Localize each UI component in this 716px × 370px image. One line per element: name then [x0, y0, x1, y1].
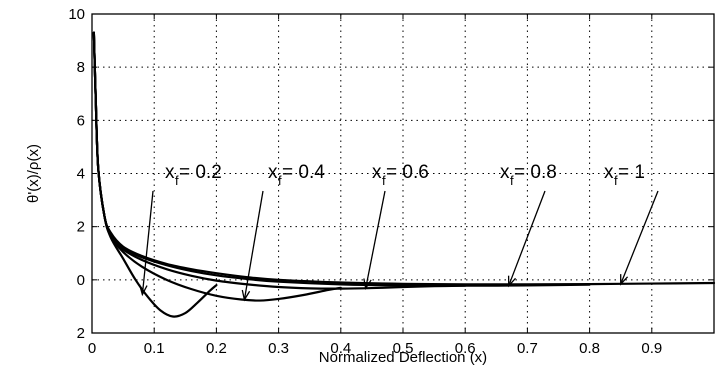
- annotation-label-value: = 1: [618, 162, 645, 183]
- grid: [92, 14, 714, 333]
- y-tick-label: 2: [77, 325, 85, 342]
- annotation-label-main: x: [500, 162, 510, 183]
- annotation-label-sub: f: [175, 173, 179, 188]
- annotation-label-sub: f: [510, 173, 514, 188]
- x-axis-title: Normalized Deflection (x): [319, 349, 487, 366]
- annotation-arrow: [620, 190, 659, 285]
- annotation-arrowhead: [620, 274, 629, 286]
- x-tick-label: 0.6: [455, 340, 476, 357]
- x-tick-label: 0.9: [641, 340, 662, 357]
- annotation-label-main: x: [165, 162, 175, 183]
- y-tick-label: 10: [68, 6, 85, 23]
- annotation-label-value: = 0.2: [179, 162, 222, 183]
- annotation-label-value: = 0.8: [514, 162, 557, 183]
- x-tick-label: 0.2: [206, 340, 227, 357]
- y-tick-label: 6: [77, 112, 85, 129]
- annotation-label-main: x: [604, 162, 614, 183]
- annotation-label-sub: f: [614, 173, 618, 188]
- annotation-label-value: = 0.4: [282, 162, 325, 183]
- x-tick-label: 0.8: [579, 340, 600, 357]
- annotation-arrow: [508, 190, 546, 286]
- annotation-arrow: [243, 190, 264, 300]
- annotation-label-sub: f: [278, 173, 282, 188]
- y-tick-label: 4: [77, 166, 85, 183]
- series-line-5: [92, 31, 716, 286]
- y-tick-label: 0: [77, 272, 85, 289]
- annotation-arrowhead: [241, 289, 251, 302]
- x-tick-label: 0: [88, 340, 96, 357]
- annotation-arrow: [365, 190, 386, 289]
- x-tick-label: 0.1: [144, 340, 165, 357]
- annotation-label-main: x: [268, 162, 278, 183]
- annotation-arrowhead: [139, 284, 148, 297]
- annotation-label-sub: f: [382, 173, 386, 188]
- annotation-label-main: x: [372, 162, 382, 183]
- annotation-label-value: = 0.6: [386, 162, 429, 183]
- x-tick-label: 0.3: [268, 340, 289, 357]
- annotation-arrowhead: [507, 275, 517, 288]
- x-tick-label: 0.5: [393, 340, 414, 357]
- series-line-4: [92, 31, 591, 287]
- y-axis-title: θ'(x)/ρ(x): [25, 144, 42, 203]
- annotation-arrowhead: [363, 278, 372, 291]
- series-line-3: [92, 31, 467, 290]
- x-tick-label: 0.4: [330, 340, 351, 357]
- y-tick-label: 2: [77, 219, 85, 236]
- x-tick-label: 0.7: [517, 340, 538, 357]
- y-tick-label: 8: [77, 59, 85, 76]
- annotation-arrow: [141, 190, 154, 295]
